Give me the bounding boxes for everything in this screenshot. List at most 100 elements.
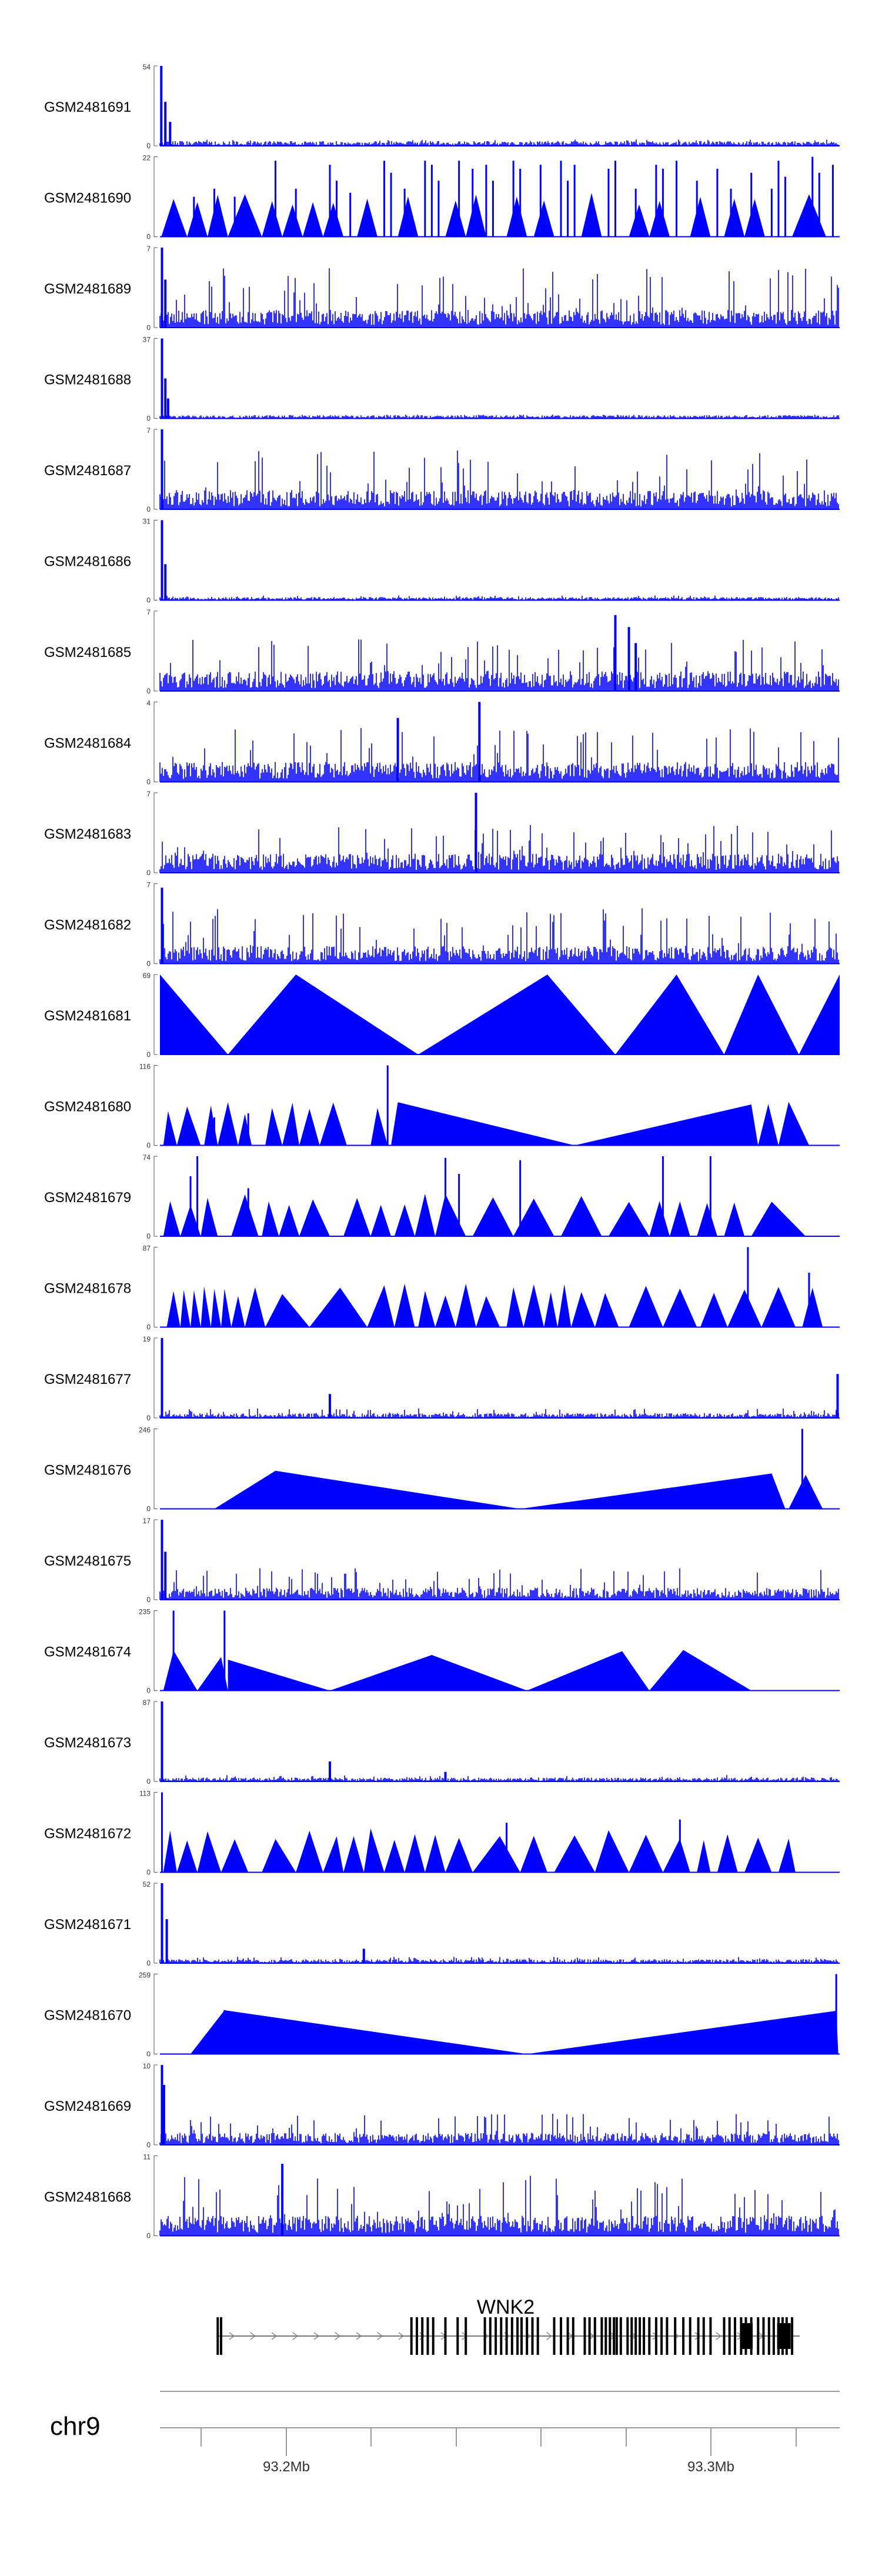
track-GSM2481686: GSM2481686 31 0 bbox=[44, 518, 840, 605]
strand-arrow bbox=[292, 2332, 299, 2340]
coverage-triangle bbox=[405, 1834, 425, 1873]
y-min-label: 0 bbox=[146, 687, 151, 695]
coverage-bars bbox=[159, 1408, 839, 1418]
coverage-triangle bbox=[296, 1830, 323, 1873]
track-label: GSM2481679 bbox=[44, 1190, 131, 1206]
y-max-label: 37 bbox=[143, 336, 151, 344]
coverage-triangle bbox=[472, 1836, 520, 1873]
coverage-peak bbox=[162, 2085, 165, 2145]
exon bbox=[489, 2317, 492, 2355]
y-max-label: 7 bbox=[146, 245, 151, 253]
coding-exon bbox=[741, 2323, 753, 2349]
coverage-triangle bbox=[323, 202, 344, 237]
y-max-label: 54 bbox=[143, 63, 151, 71]
coverage-triangle bbox=[265, 1107, 283, 1146]
exon bbox=[660, 2317, 663, 2355]
coverage-triangle bbox=[218, 1102, 238, 1146]
coverage-triangle bbox=[649, 201, 670, 237]
coverage-triangle bbox=[520, 1473, 786, 1509]
coverage-peak bbox=[444, 1771, 447, 1781]
coverage-triangle bbox=[554, 1835, 595, 1873]
y-max-label: 87 bbox=[143, 1244, 151, 1253]
coverage-peak bbox=[836, 1374, 839, 1418]
coverage-peak bbox=[281, 2164, 284, 2236]
coverage-triangle bbox=[455, 1283, 476, 1327]
exon bbox=[220, 2317, 222, 2355]
y-max-label: 11 bbox=[143, 2153, 151, 2161]
coverage-triangle bbox=[802, 1287, 823, 1327]
coverage-triangle bbox=[160, 975, 228, 1055]
coverage-triangle bbox=[761, 1287, 796, 1327]
track-label: GSM2481683 bbox=[44, 826, 131, 842]
y-min-label: 0 bbox=[146, 1596, 151, 1604]
strand-arrow bbox=[335, 2332, 341, 2340]
coverage-triangle bbox=[323, 1836, 344, 1873]
coverage-triangle bbox=[724, 1202, 745, 1236]
exon bbox=[709, 2317, 712, 2355]
exon bbox=[762, 2317, 765, 2355]
exon bbox=[697, 2317, 700, 2355]
coverage-triangle bbox=[527, 1651, 650, 1691]
coverage-triangle bbox=[594, 1293, 619, 1327]
coverage-triangle bbox=[394, 1204, 415, 1236]
coverage-triangle bbox=[228, 1660, 330, 1691]
coverage-triangle bbox=[282, 1102, 299, 1146]
coverage-triangle bbox=[513, 1199, 554, 1236]
coverage-bars bbox=[159, 1775, 839, 1781]
y-max-label: 31 bbox=[143, 518, 151, 526]
strand-arrow bbox=[716, 2332, 722, 2340]
coverage-triangle bbox=[161, 199, 188, 237]
y-max-label: 7 bbox=[146, 881, 151, 889]
track-label: GSM2481675 bbox=[44, 1553, 131, 1569]
y-min-label: 0 bbox=[146, 2232, 151, 2240]
coverage-triangle bbox=[670, 1201, 690, 1236]
coverage-triangle bbox=[262, 1201, 279, 1236]
coverage-triangle bbox=[435, 1295, 456, 1327]
track-label: GSM2481673 bbox=[44, 1735, 131, 1751]
coverage-triangle bbox=[299, 1109, 320, 1146]
exon bbox=[609, 2317, 612, 2355]
exon bbox=[410, 2317, 413, 2355]
coverage-triangle bbox=[238, 1114, 252, 1146]
exon bbox=[456, 2317, 459, 2355]
coverage-peak bbox=[161, 338, 163, 419]
coverage-triangle bbox=[207, 195, 228, 237]
track-label: GSM2481682 bbox=[44, 917, 131, 933]
exon bbox=[666, 2317, 669, 2355]
y-max-label: 246 bbox=[139, 1426, 151, 1434]
coverage-peak bbox=[164, 564, 167, 600]
exon bbox=[593, 2317, 596, 2355]
track-GSM2481688: GSM2481688 37 0 bbox=[44, 336, 840, 423]
coverage-triangle bbox=[418, 1290, 436, 1327]
y-min-label: 0 bbox=[146, 1414, 151, 1422]
exon bbox=[626, 2317, 629, 2355]
exon bbox=[500, 2317, 503, 2355]
track-GSM2481673: GSM2481673 87 0 bbox=[44, 1699, 840, 1786]
track-label: GSM2481687 bbox=[44, 463, 131, 479]
coverage-triangle bbox=[397, 196, 419, 237]
exon bbox=[483, 2317, 486, 2355]
exon bbox=[615, 2317, 618, 2355]
coverage-triangle bbox=[319, 1102, 347, 1146]
coverage-triangle bbox=[663, 1289, 697, 1327]
coverage-triangle bbox=[357, 198, 377, 237]
y-max-label: 7 bbox=[146, 790, 151, 798]
exon bbox=[791, 2317, 794, 2355]
exon bbox=[767, 2317, 770, 2355]
track-label: GSM2481680 bbox=[44, 1099, 131, 1115]
coverage-peak bbox=[161, 1883, 163, 1963]
coverage-triangle bbox=[697, 1840, 711, 1873]
track-label: GSM2481671 bbox=[44, 1917, 131, 1933]
coverage-triangle bbox=[228, 194, 262, 237]
coverage-triangle bbox=[608, 1202, 650, 1236]
exon bbox=[572, 2317, 574, 2355]
exon bbox=[465, 2317, 467, 2355]
track-GSM2481672: GSM2481672 113 0 bbox=[44, 1790, 840, 1877]
exon bbox=[566, 2317, 569, 2355]
strand-arrow bbox=[229, 2332, 235, 2340]
coverage-bars bbox=[159, 1568, 839, 1600]
strand-arrow bbox=[377, 2332, 383, 2340]
coverage-triangle bbox=[204, 1105, 218, 1146]
exon bbox=[216, 2317, 219, 2355]
coverage-peak bbox=[164, 378, 167, 419]
